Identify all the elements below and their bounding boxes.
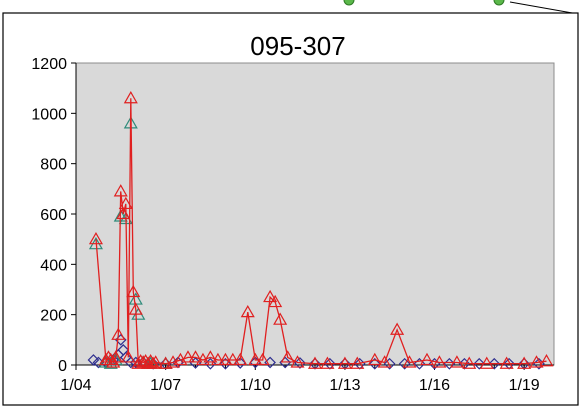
series-3 [88,91,554,369]
data-point-triangle [148,355,163,368]
data-point-triangle [88,231,103,245]
x-tick-label: 1/04 [60,377,91,394]
chart-title: 095-307 [250,31,345,61]
data-point-triangle [517,356,532,369]
data-point-triangle [350,356,365,369]
x-tick-label: 1/19 [509,377,540,394]
data-point-triangle [529,355,544,368]
series-layer [87,91,554,370]
data-point-triangle [402,355,417,368]
data-point-triangle [479,356,494,369]
data-point-triangle [290,355,305,368]
data-point-diamond [488,357,501,370]
data-point-triangle [210,352,225,366]
y-tick-label: 200 [40,308,67,325]
data-point-diamond [368,357,381,370]
map-marker-icon [493,0,505,6]
y-tick-label: 600 [40,207,67,224]
data-point-triangle [377,355,392,368]
data-point-triangle [390,322,405,335]
x-tick-label: 1/13 [329,377,360,394]
data-point-triangle [539,354,554,367]
data-point-triangle [449,355,464,368]
y-tick-label: 0 [58,358,67,375]
y-tick-label: 1200 [31,56,67,73]
data-point-triangle [121,350,136,363]
map-marker-icon [343,0,355,6]
data-point-triangle [225,352,240,366]
data-point-triangle [146,356,161,369]
data-point-diamond [473,357,486,370]
data-point-triangle [320,356,335,369]
data-point-triangle [188,350,203,363]
data-point-triangle [233,352,248,366]
plot-area [75,62,555,366]
data-point-triangle [126,284,141,298]
data-point-triangle [255,352,270,366]
data-point-triangle [263,289,278,303]
data-point-triangle [180,350,196,363]
data-point-triangle [108,350,123,363]
x-tick-label: 1/16 [419,377,450,394]
data-point-triangle [367,352,382,366]
leader-line [509,1,579,15]
data-point-diamond [398,357,411,370]
data-point-triangle [248,352,263,366]
data-point-triangle [499,356,514,369]
y-tick-label: 400 [40,257,67,274]
data-point-triangle [240,304,255,318]
data-point-triangle [101,350,116,363]
data-point-diamond [383,357,396,370]
data-point-triangle [280,350,295,363]
data-point-triangle [116,206,131,220]
x-tick-label: 1/10 [240,377,271,394]
data-point-triangle [113,184,128,197]
data-point-triangle [118,196,133,210]
data-point-triangle [103,352,118,366]
data-point-triangle [218,352,233,366]
y-tick-label: 800 [40,157,67,174]
data-point-triangle [111,327,126,340]
data-point-triangle [337,356,352,369]
data-point-triangle [432,355,447,368]
axes: 0 200 400 600 800 1000 1200 1/04 1/07 1/10 1/13 1/1… [31,56,554,394]
x-tick-label: 1/07 [150,377,181,394]
data-point-triangle [273,312,288,325]
data-point-triangle [268,294,283,308]
data-point-triangle [128,302,143,315]
data-point-triangle [462,356,477,369]
y-tick-label: 1000 [31,106,67,123]
data-point-triangle [419,352,435,366]
data-point-triangle [123,91,138,104]
data-point-triangle [307,356,323,369]
data-point-triangle [203,350,218,363]
